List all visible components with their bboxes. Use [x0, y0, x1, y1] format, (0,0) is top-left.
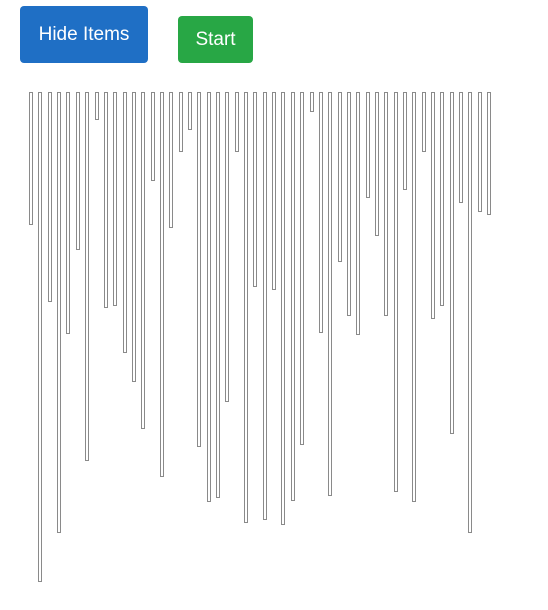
array-bar — [253, 92, 258, 287]
array-bar — [412, 92, 417, 502]
start-button[interactable]: Start — [178, 16, 253, 63]
array-bar — [290, 92, 295, 501]
array-bar — [178, 92, 183, 152]
array-bar — [281, 92, 286, 525]
array-bar — [337, 92, 342, 262]
array-bar — [272, 92, 277, 290]
array-bar — [38, 92, 43, 582]
array-bar — [468, 92, 473, 533]
array-bar — [487, 92, 492, 215]
array-bar — [393, 92, 398, 492]
hide-items-button[interactable]: Hide Items — [20, 6, 148, 63]
array-bar — [150, 92, 155, 181]
array-bar — [431, 92, 436, 319]
array-bar — [131, 92, 136, 382]
array-bar — [328, 92, 333, 496]
array-bar — [459, 92, 464, 203]
array-bar — [225, 92, 230, 402]
array-bar — [421, 92, 426, 152]
array-bar — [216, 92, 220, 498]
array-bar — [440, 92, 445, 306]
array-bar — [66, 92, 71, 334]
array-bar — [300, 92, 305, 445]
array-bar — [85, 92, 90, 461]
array-bar — [365, 92, 370, 198]
array-bar — [122, 92, 127, 353]
array-bar — [113, 92, 118, 306]
array-bar — [141, 92, 146, 429]
array-bar — [57, 92, 61, 533]
array-bar — [374, 92, 379, 236]
array-bar — [159, 92, 164, 477]
array-bar — [244, 92, 248, 523]
array-bar — [94, 92, 99, 120]
array-bar — [103, 92, 108, 308]
array-bar — [169, 92, 174, 228]
array-bar — [29, 92, 33, 225]
array-bar — [346, 92, 351, 316]
array-bar — [197, 92, 202, 447]
array-bar — [206, 92, 211, 502]
array-bar — [449, 92, 454, 434]
array-bar — [356, 92, 361, 335]
array-bar — [75, 92, 80, 250]
array-bar — [318, 92, 323, 333]
array-bar — [403, 92, 407, 190]
array-bar — [262, 92, 267, 520]
array-bar — [187, 92, 192, 130]
array-bar — [384, 92, 389, 316]
array-bar — [234, 92, 239, 152]
array-bar — [477, 92, 482, 212]
array-bar — [47, 92, 52, 302]
array-bar — [309, 92, 314, 112]
